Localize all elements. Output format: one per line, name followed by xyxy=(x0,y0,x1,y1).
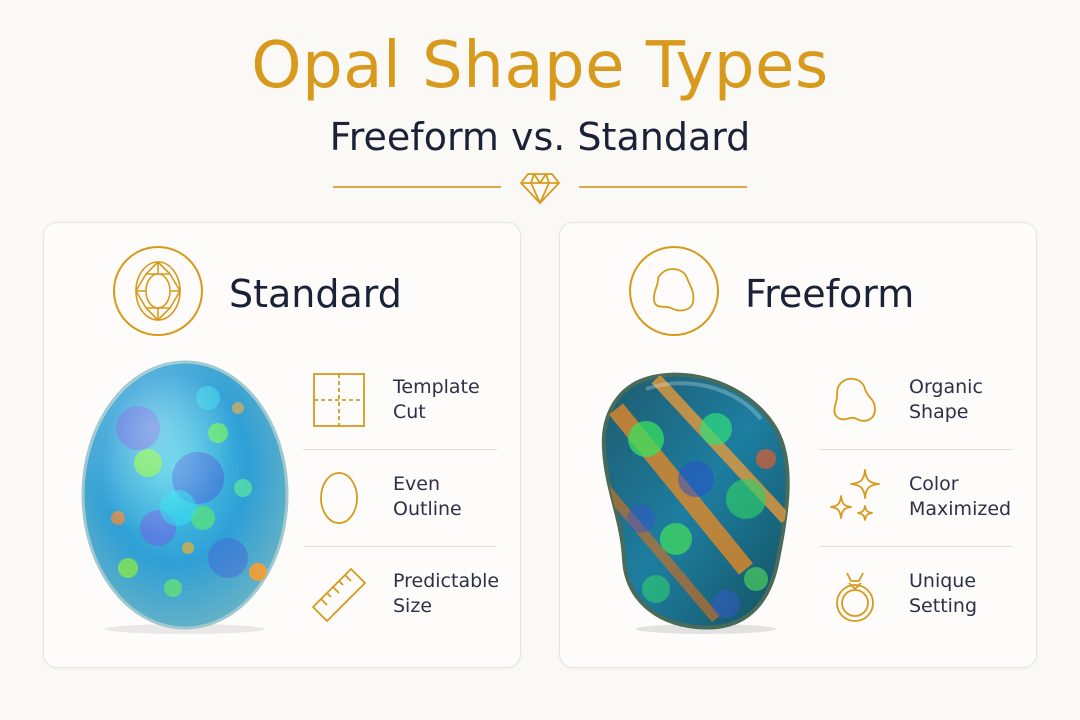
feature-label: Even Outline xyxy=(393,473,462,520)
standard-title: Standard xyxy=(229,272,402,316)
ring-icon xyxy=(836,572,874,622)
freeform-card: Freeform xyxy=(559,222,1037,668)
page-title: Opal Shape Types xyxy=(251,29,829,103)
oval-gem-icon xyxy=(135,260,181,322)
feature-even-outline: Even Outline xyxy=(303,450,497,547)
feature-organic-shape: Organic Shape xyxy=(819,353,1013,450)
page-subtitle: Freeform vs. Standard xyxy=(329,115,751,159)
oval-opal-stone xyxy=(81,360,289,634)
feature-predictable-size: Predictable Size xyxy=(303,547,499,643)
feature-template-cut: Template Cut xyxy=(303,353,497,450)
feature-label: Predictable Size xyxy=(393,570,500,617)
feature-unique-setting: Unique Setting xyxy=(819,547,1013,643)
feature-label: Unique Setting xyxy=(909,570,978,617)
freeform-badge xyxy=(629,246,719,336)
diamond-icon xyxy=(520,173,560,204)
divider-right xyxy=(579,186,747,188)
feature-label: Template Cut xyxy=(393,376,480,423)
standard-features: Template Cut Even Outline Predictable Si… xyxy=(303,353,499,643)
feature-label: Color Maximized xyxy=(909,473,1012,520)
organic-blob-icon xyxy=(833,377,876,422)
freeform-opal-stone xyxy=(601,372,790,634)
freeform-title: Freeform xyxy=(745,272,915,316)
template-grid-icon xyxy=(313,373,365,427)
divider-left xyxy=(333,186,501,188)
feature-label: Organic Shape xyxy=(909,376,983,423)
feature-color-maximized: Color Maximized xyxy=(819,450,1013,547)
standard-card: Standard xyxy=(43,222,521,668)
standard-badge xyxy=(113,246,203,336)
ruler-icon xyxy=(312,568,366,622)
oval-outline-icon xyxy=(320,472,358,524)
sparkles-icon xyxy=(830,469,880,521)
freeform-features: Organic Shape Color Maximized xyxy=(819,353,1013,643)
organic-shape-icon xyxy=(652,268,695,312)
